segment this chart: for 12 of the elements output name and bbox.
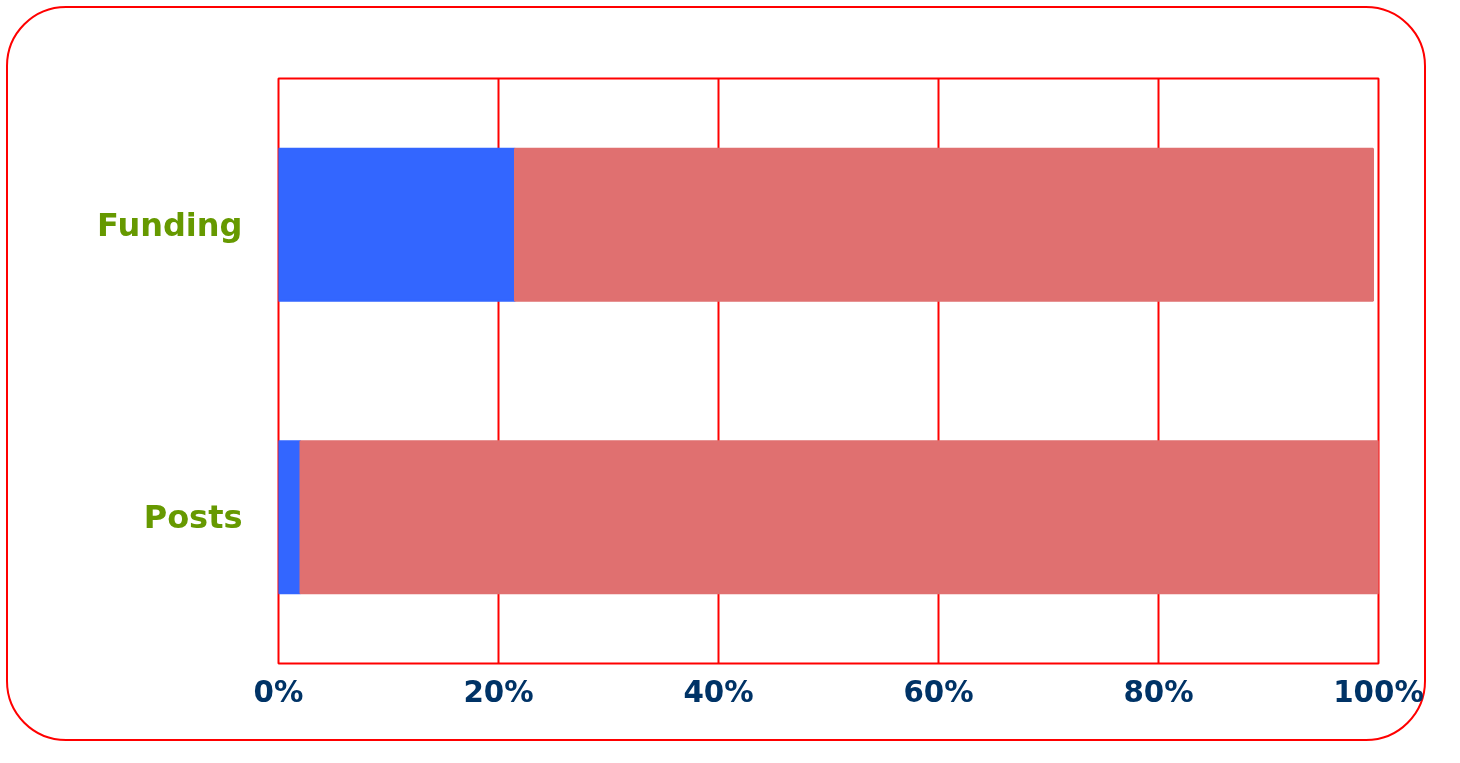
x-tick-label: 20%	[463, 674, 534, 709]
y-tick-label: Funding	[97, 205, 243, 244]
bar	[514, 147, 1374, 302]
x-tick-label: 80%	[1123, 674, 1194, 709]
bar	[299, 440, 1379, 595]
x-tick-label: 60%	[903, 674, 974, 709]
x-tick-label: 40%	[683, 674, 754, 709]
bar	[278, 440, 302, 595]
x-tick-label: 100%	[1333, 674, 1424, 709]
bar	[278, 147, 516, 302]
x-tick-label: 0%	[253, 674, 304, 709]
y-tick-label: Posts	[143, 498, 243, 537]
